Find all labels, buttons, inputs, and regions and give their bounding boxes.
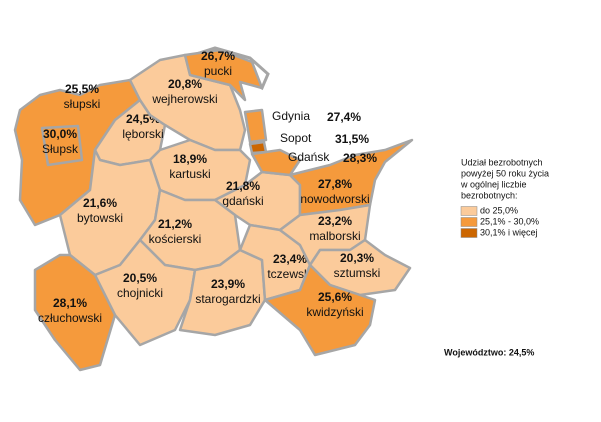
- region-name: kwidzyński: [306, 305, 363, 319]
- region-value: 21,8%: [226, 179, 260, 193]
- region-name: kartuski: [169, 167, 210, 181]
- region-name: wejherowski: [151, 92, 217, 106]
- region: [178, 248, 267, 337]
- region-value: 25,6%: [318, 290, 352, 304]
- legend-label: 30,1% i więcej: [480, 227, 538, 237]
- region-name: sztumski: [334, 266, 381, 280]
- legend-title: w ogólnej liczbie: [460, 179, 527, 189]
- region-value: 20,5%: [123, 271, 157, 285]
- city-value: 31,5%: [335, 132, 369, 146]
- legend-swatch: [460, 217, 478, 227]
- region-name: nowodworski: [300, 192, 369, 206]
- region-value: 26,7%: [201, 49, 235, 63]
- region-name: gdański: [222, 194, 263, 208]
- region-value: 20,3%: [340, 251, 374, 265]
- city-value: 28,3%: [343, 151, 377, 165]
- region-name: człuchowski: [38, 311, 102, 325]
- legend-swatch: [460, 206, 478, 216]
- region-value: 21,2%: [158, 217, 192, 231]
- region-name: słupski: [64, 97, 101, 111]
- legend-title: powyżej 50 roku życia: [461, 168, 549, 178]
- region-value: 23,9%: [211, 277, 245, 291]
- city-name: Sopot: [280, 131, 312, 145]
- region-name: kościerski: [149, 232, 202, 246]
- region-name: malborski: [309, 229, 360, 243]
- region-value: 18,9%: [173, 152, 207, 166]
- city-name: Gdynia: [272, 109, 310, 123]
- region: [40, 124, 84, 167]
- region-value: 23,4%: [273, 252, 307, 266]
- legend-label: do 25,0%: [480, 205, 518, 215]
- legend-label: 25,1% - 30,0%: [480, 216, 539, 226]
- region-name: starogardzki: [195, 292, 260, 306]
- region-value: 23,2%: [318, 214, 352, 228]
- legend-title: bezrobotnych:: [461, 190, 518, 200]
- city-area: [250, 148, 302, 177]
- region-value: 25,5%: [65, 82, 99, 96]
- region: [263, 263, 377, 357]
- region: [33, 253, 117, 372]
- region-value: 30,0%: [43, 127, 77, 141]
- region: [288, 138, 414, 217]
- city-area: [243, 108, 268, 144]
- region-name: pucki: [204, 64, 232, 78]
- region-name: chojnicki: [117, 286, 163, 300]
- note: Województwo: 24,5%: [444, 347, 534, 357]
- region-name: bytowski: [77, 211, 123, 225]
- region-name: tczewski: [267, 267, 312, 281]
- region-name: lęborski: [122, 127, 163, 141]
- city-value: 27,4%: [327, 110, 361, 124]
- region-value: 20,8%: [168, 77, 202, 91]
- legend-title: Udział bezrobotnych: [461, 157, 543, 167]
- region-value: 27,8%: [318, 177, 352, 191]
- region-value: 21,6%: [83, 196, 117, 210]
- region-name: Słupsk: [42, 142, 79, 156]
- legend-swatch: [460, 228, 478, 238]
- region-value: 28,1%: [53, 296, 87, 310]
- region: [183, 48, 264, 102]
- city-name: Gdańsk: [288, 150, 330, 164]
